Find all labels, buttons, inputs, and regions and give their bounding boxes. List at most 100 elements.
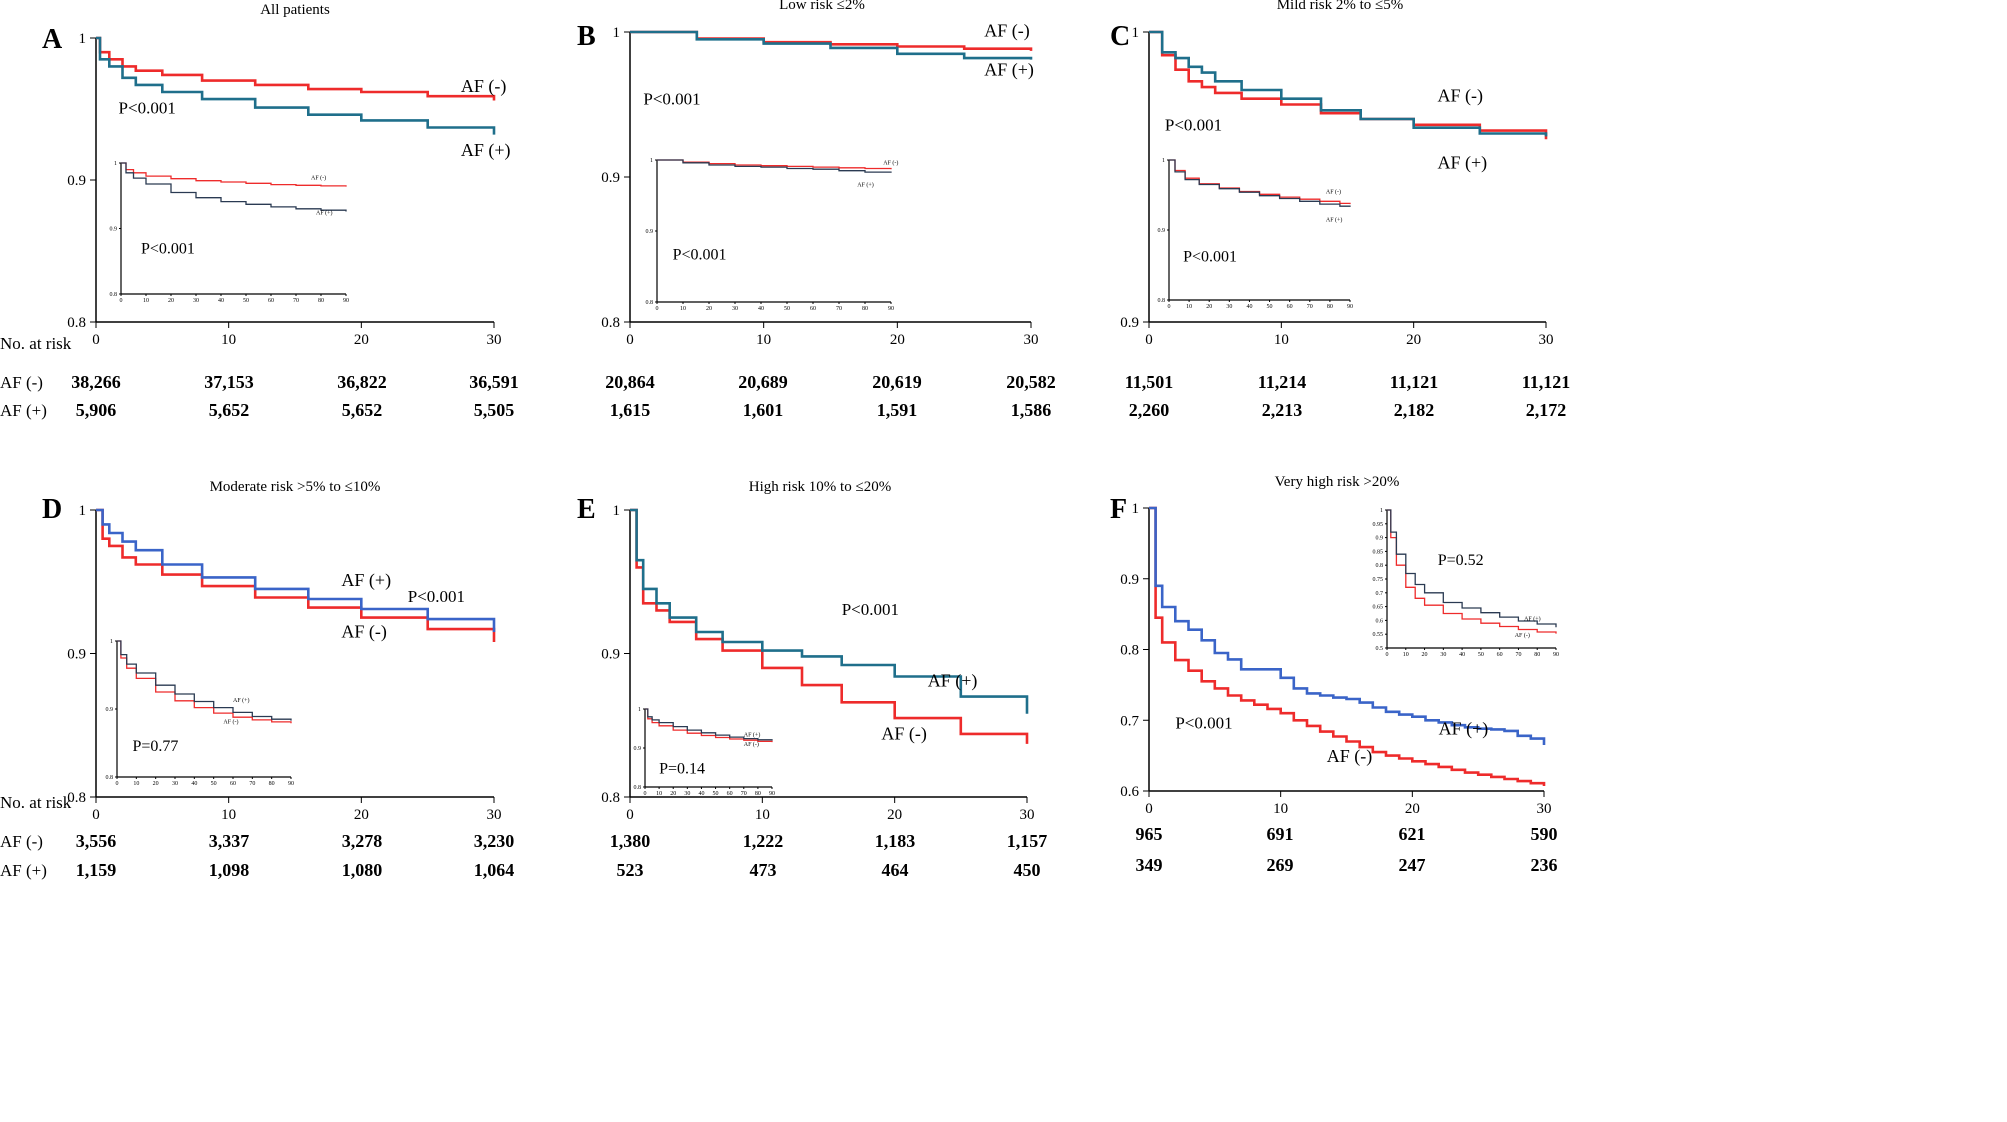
- series-label: AF (+): [461, 140, 511, 161]
- x-tick-label: 90: [288, 781, 294, 787]
- at-risk-af-neg: 20,689: [738, 372, 788, 392]
- at-risk-af-neg: 37,153: [204, 372, 254, 392]
- inset-p-value: P=0.14: [659, 760, 705, 777]
- y-tick-label: 0.8: [646, 300, 654, 306]
- y-tick-label: 0.8: [110, 292, 118, 298]
- y-tick-label: 1: [79, 31, 87, 47]
- x-tick-label: 20: [153, 781, 159, 787]
- at-risk-af-neg: 20,582: [1006, 372, 1056, 392]
- x-tick-label: 0: [92, 332, 100, 348]
- y-tick-label: 0.9: [601, 647, 620, 663]
- survival-curve-af-neg: [1387, 509, 1557, 634]
- y-tick-label: 0.9: [67, 647, 86, 663]
- no-at-risk-label: No. at risk: [0, 334, 72, 353]
- x-tick-label: 0: [626, 807, 634, 823]
- y-tick-label: 0.75: [1373, 577, 1384, 583]
- y-tick-label: 0.9: [67, 173, 86, 189]
- y-tick-label: 1: [110, 639, 113, 645]
- series-label: AF (-): [984, 20, 1030, 41]
- at-risk-af-pos: 5,652: [209, 400, 250, 420]
- at-risk-af-pos: 1,064: [474, 860, 515, 880]
- x-tick-label: 10: [680, 306, 686, 312]
- x-tick-label: 80: [269, 781, 275, 787]
- x-tick-label: 0: [626, 332, 634, 348]
- at-risk-af-neg: 36,822: [337, 372, 387, 392]
- x-tick-label: 30: [1440, 652, 1446, 658]
- x-tick-label: 10: [656, 791, 662, 797]
- at-risk-af-neg: 691: [1267, 824, 1294, 844]
- y-tick-label: 0.8: [106, 775, 114, 781]
- series-label: AF (-): [1437, 86, 1483, 107]
- x-tick-label: 20: [354, 332, 369, 348]
- survival-curve-af-pos: [1387, 509, 1557, 628]
- at-risk-af-pos: 1,586: [1011, 400, 1052, 420]
- at-risk-af-pos: 1,615: [610, 400, 651, 420]
- inset-series-label: AF (-): [223, 718, 238, 725]
- at-risk-af-neg: 38,266: [71, 372, 121, 392]
- at-risk-af-pos: 5,906: [76, 400, 117, 420]
- at-risk-af-pos: 2,182: [1394, 400, 1435, 420]
- survival-curve-af-pos: [630, 30, 1033, 60]
- inset-p-value: P<0.001: [673, 246, 727, 263]
- x-tick-label: 10: [221, 807, 236, 823]
- at-risk-af-pos: 349: [1136, 855, 1163, 875]
- x-tick-label: 10: [1274, 332, 1289, 348]
- at-risk-af-pos: 247: [1399, 855, 1426, 875]
- at-risk-af-neg: 3,556: [76, 831, 117, 851]
- panel-title: Mild risk 2% to ≤5%: [1277, 0, 1404, 13]
- y-tick-label: 0.85: [1373, 549, 1384, 555]
- x-tick-label: 90: [1553, 652, 1559, 658]
- at-risk-af-pos: 1,098: [209, 860, 250, 880]
- at-risk-af-pos: 1,080: [342, 860, 383, 880]
- row-label-af-pos: AF (+): [0, 861, 47, 880]
- x-tick-label: 20: [670, 791, 676, 797]
- at-risk-af-neg: 965: [1136, 824, 1163, 844]
- y-tick-label: 0.9: [1120, 315, 1139, 331]
- panel-title: Low risk ≤2%: [779, 0, 865, 13]
- survival-curve-af-neg: [96, 508, 496, 642]
- y-tick-label: 0.8: [601, 790, 620, 806]
- at-risk-af-pos: 2,172: [1526, 400, 1567, 420]
- p-value: P<0.001: [1175, 714, 1232, 733]
- p-value: P<0.001: [408, 587, 465, 606]
- at-risk-af-neg: 3,230: [474, 831, 515, 851]
- inset-series-label: AF (-): [744, 741, 759, 748]
- y-tick-label: 1: [1132, 25, 1140, 41]
- panel-title: Very high risk >20%: [1275, 474, 1400, 490]
- at-risk-af-pos: 473: [750, 860, 777, 880]
- series-label: AF (+): [1437, 152, 1487, 173]
- x-tick-label: 50: [243, 298, 249, 304]
- y-tick-label: 0.8: [634, 785, 642, 791]
- x-tick-label: 30: [172, 781, 178, 787]
- inset-chart: 0 10 20 30 40 50 60 70 80 90 0.8 0.9 1 AF (-) AF (+) P<…: [110, 161, 350, 304]
- panel-b: Low risk ≤2%B0 10 20 300.80.91 AF (-)AF (+)P…: [577, 0, 1056, 420]
- panel-d: Moderate risk >5% to ≤10%D0 10 20 300.80.91…: [0, 479, 514, 880]
- x-tick-label: 30: [732, 306, 738, 312]
- survival-curve-af-neg: [117, 640, 292, 724]
- x-tick-label: 30: [487, 807, 502, 823]
- y-tick-label: 1: [1380, 508, 1383, 514]
- panel-letter: E: [577, 494, 596, 525]
- survival-curve-af-pos: [1169, 159, 1351, 207]
- inset-series-label: AF (+): [1524, 615, 1541, 622]
- inset-series-label: AF (-): [1326, 189, 1341, 196]
- at-risk-af-neg: 3,337: [209, 831, 250, 851]
- y-tick-label: 1: [79, 503, 87, 519]
- x-tick-label: 0: [1145, 332, 1153, 348]
- x-tick-label: 0: [1386, 652, 1389, 658]
- x-tick-label: 10: [1273, 801, 1288, 817]
- x-tick-label: 50: [713, 791, 719, 797]
- y-tick-label: 0.8: [67, 315, 86, 331]
- panel-title: Moderate risk >5% to ≤10%: [210, 479, 381, 495]
- x-tick-label: 40: [1459, 652, 1465, 658]
- x-tick-label: 50: [1478, 652, 1484, 658]
- inset-series-label: AF (+): [857, 181, 874, 188]
- no-at-risk-label: No. at risk: [0, 793, 72, 812]
- x-tick-label: 20: [887, 807, 902, 823]
- y-tick-label: 0.95: [1373, 522, 1384, 528]
- x-tick-label: 0: [116, 781, 119, 787]
- p-value: P<0.001: [842, 600, 899, 619]
- at-risk-af-neg: 11,121: [1522, 372, 1571, 392]
